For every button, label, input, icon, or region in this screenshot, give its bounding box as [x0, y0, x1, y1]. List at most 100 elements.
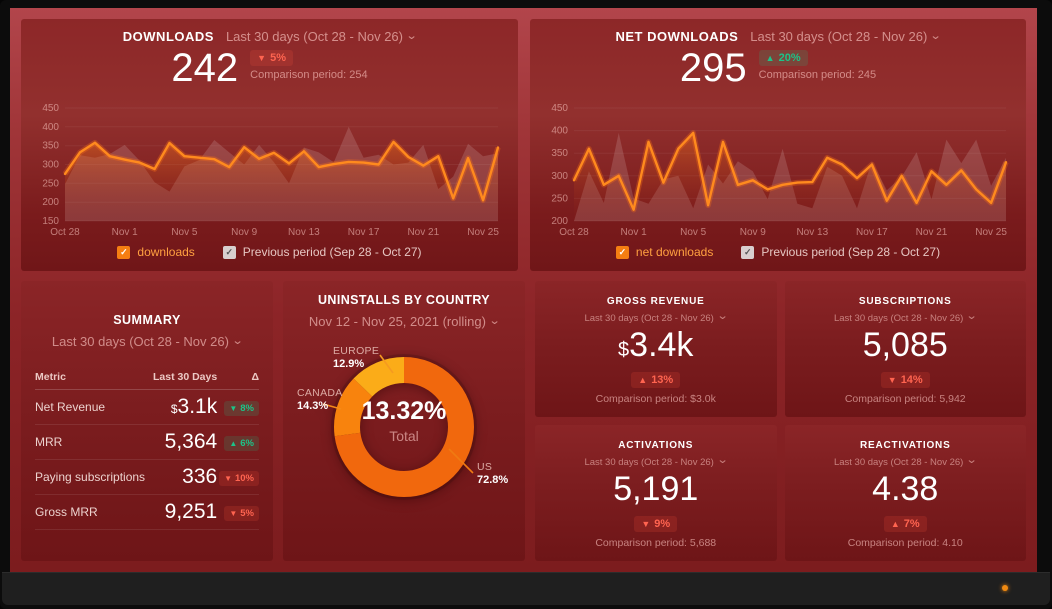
downloads-value: 242: [171, 46, 239, 90]
downloads-legend-toggle[interactable]: ✓ downloads: [117, 245, 195, 259]
checkbox-checked-icon[interactable]: ✓: [222, 245, 236, 259]
svg-text:Nov 17: Nov 17: [856, 227, 888, 238]
svg-text:150: 150: [42, 216, 59, 227]
svg-text:250: 250: [42, 178, 59, 189]
donut-label-canada: CANADA 14.3%: [297, 387, 343, 413]
donut-label-us: US 72.8%: [477, 461, 509, 487]
chevron-down-icon: [489, 316, 501, 329]
donut-label-europe: EUROPE 12.9%: [333, 345, 380, 371]
monitor-bottom-bezel: [2, 572, 1050, 605]
downloads-title: DOWNLOADS: [122, 29, 214, 44]
bottom-row: SUMMARY Last 30 days (Oct 28 - Nov 26) M…: [21, 281, 1026, 561]
arrow-down-icon: ▼: [224, 474, 232, 483]
delta-badge: ▼ 5%: [224, 506, 259, 521]
svg-text:200: 200: [551, 216, 568, 227]
arrow-up-icon: ▲: [765, 53, 775, 63]
svg-text:350: 350: [42, 141, 59, 152]
chevron-down-icon: [406, 31, 418, 44]
delta-badge: ▼ 10%: [219, 471, 259, 486]
chevron-down-icon: [930, 31, 942, 44]
summary-title: SUMMARY: [113, 313, 181, 327]
chevron-down-icon: [716, 455, 728, 468]
delta-badge: ▼ 14%: [880, 372, 930, 388]
summary-col-period: Last 30 Days: [150, 365, 218, 390]
reactivations-card: REACTIVATIONS Last 30 days (Oct 28 - Nov…: [784, 425, 1026, 561]
table-row: Paying subscriptions 336 ▼ 10%: [35, 459, 259, 495]
svg-text:Nov 9: Nov 9: [740, 227, 767, 238]
arrow-down-icon: ▼: [641, 519, 651, 529]
svg-text:450: 450: [42, 103, 59, 114]
reactivations-date-range-dropdown[interactable]: Last 30 days (Oct 28 - Nov 26): [834, 455, 977, 468]
svg-text:450: 450: [551, 103, 568, 114]
svg-text:400: 400: [551, 126, 568, 137]
delta-badge: ▼ 8%: [224, 401, 259, 416]
uninstalls-title: UNINSTALLS BY COUNTRY: [317, 293, 491, 307]
dashboard: DOWNLOADS Last 30 days (Oct 28 - Nov 26)…: [10, 8, 1037, 572]
uninstalls-date-range-dropdown[interactable]: Nov 12 - Nov 25, 2021 (rolling): [283, 314, 525, 329]
checkbox-checked-icon[interactable]: ✓: [615, 245, 629, 259]
delta-badge: ▲ 6%: [224, 436, 259, 451]
svg-text:Nov 17: Nov 17: [348, 227, 380, 238]
downloads-delta-badge: ▼ 5%: [250, 50, 293, 66]
svg-text:300: 300: [551, 171, 568, 182]
power-led: [1002, 585, 1008, 591]
delta-badge: ▲ 7%: [883, 516, 927, 532]
activations-date-range-dropdown[interactable]: Last 30 days (Oct 28 - Nov 26): [584, 455, 727, 468]
table-row: MRR 5,364 ▲ 6%: [35, 424, 259, 460]
checkbox-checked-icon[interactable]: ✓: [741, 245, 755, 259]
svg-text:Nov 9: Nov 9: [231, 227, 258, 238]
summary-col-metric: Metric: [35, 365, 151, 390]
delta-badge: ▲ 13%: [631, 372, 681, 388]
svg-text:Nov 1: Nov 1: [112, 227, 139, 238]
chevron-down-icon: [966, 311, 978, 324]
net-downloads-previous-legend-toggle[interactable]: ✓ Previous period (Sep 28 - Oct 27): [741, 245, 940, 259]
net-downloads-card: NET DOWNLOADS Last 30 days (Oct 28 - Nov…: [530, 19, 1026, 271]
downloads-chart: 150 200 250 300 350 400 450 Oct 28 Nov 1 Nov 5 Nov…: [31, 100, 508, 239]
arrow-down-icon: ▼: [229, 509, 238, 518]
checkbox-checked-icon[interactable]: ✓: [117, 245, 131, 259]
net-downloads-chart: 200 250 300 350 400 450 Oct 28 Nov 1 Nov 5 Nov 9 N…: [540, 100, 1016, 239]
table-row: Net Revenue $3.1k ▼ 8%: [35, 389, 259, 425]
svg-text:Oct 28: Oct 28: [559, 227, 589, 238]
arrow-down-icon: ▼: [257, 53, 267, 63]
net-downloads-legend-toggle[interactable]: ✓ net downloads: [615, 245, 713, 259]
arrow-up-icon: ▲: [229, 439, 238, 448]
summary-card: SUMMARY Last 30 days (Oct 28 - Nov 26) M…: [21, 281, 273, 561]
downloads-card: DOWNLOADS Last 30 days (Oct 28 - Nov 26)…: [21, 19, 518, 271]
arrow-up-icon: ▲: [890, 519, 900, 529]
summary-table: Metric Last 30 Days Δ Net Revenue $3.1k …: [35, 365, 259, 530]
arrow-down-icon: ▼: [887, 375, 897, 385]
summary-date-range-dropdown[interactable]: Last 30 days (Oct 28 - Nov 26): [35, 334, 259, 349]
svg-text:Nov 25: Nov 25: [975, 227, 1007, 238]
svg-text:Nov 21: Nov 21: [916, 227, 948, 238]
downloads-previous-legend-toggle[interactable]: ✓ Previous period (Sep 28 - Oct 27): [222, 245, 422, 259]
summary-col-delta: Δ: [217, 365, 259, 390]
chevron-down-icon: [966, 455, 978, 468]
svg-text:Nov 13: Nov 13: [796, 227, 828, 238]
svg-text:400: 400: [42, 122, 59, 133]
delta-badge: ▼ 9%: [634, 516, 678, 532]
svg-text:Nov 1: Nov 1: [621, 227, 648, 238]
subscriptions-date-range-dropdown[interactable]: Last 30 days (Oct 28 - Nov 26): [834, 311, 977, 324]
net-downloads-title: NET DOWNLOADS: [615, 29, 739, 44]
gross-revenue-date-range-dropdown[interactable]: Last 30 days (Oct 28 - Nov 26): [584, 311, 727, 324]
chevron-down-icon: [232, 336, 244, 349]
table-row: Gross MRR 9,251 ▼ 5%: [35, 494, 259, 530]
arrow-down-icon: ▼: [229, 404, 238, 413]
svg-text:350: 350: [551, 148, 568, 159]
arrow-up-icon: ▲: [638, 375, 648, 385]
gross-revenue-card: GROSS REVENUE Last 30 days (Oct 28 - Nov…: [535, 281, 777, 417]
svg-text:Nov 5: Nov 5: [171, 227, 198, 238]
downloads-date-range-dropdown[interactable]: Last 30 days (Oct 28 - Nov 26): [226, 29, 416, 44]
uninstalls-card: UNINSTALLS BY COUNTRY Nov 12 - Nov 25, 2…: [283, 281, 525, 561]
downloads-comparison: Comparison period: 254: [250, 69, 368, 81]
subscriptions-card: SUBSCRIPTIONS Last 30 days (Oct 28 - Nov…: [784, 281, 1026, 417]
net-downloads-comparison: Comparison period: 245: [758, 69, 877, 81]
svg-text:200: 200: [42, 197, 59, 208]
metric-tiles: GROSS REVENUE Last 30 days (Oct 28 - Nov…: [535, 281, 1026, 561]
net-downloads-value: 295: [679, 46, 747, 90]
top-charts-row: DOWNLOADS Last 30 days (Oct 28 - Nov 26)…: [21, 19, 1026, 271]
uninstalls-donut-chart: EUROPE 12.9% CANADA 14.3% US 72.8% 13.32…: [283, 331, 525, 546]
net-downloads-date-range-dropdown[interactable]: Last 30 days (Oct 28 - Nov 26): [750, 29, 940, 44]
